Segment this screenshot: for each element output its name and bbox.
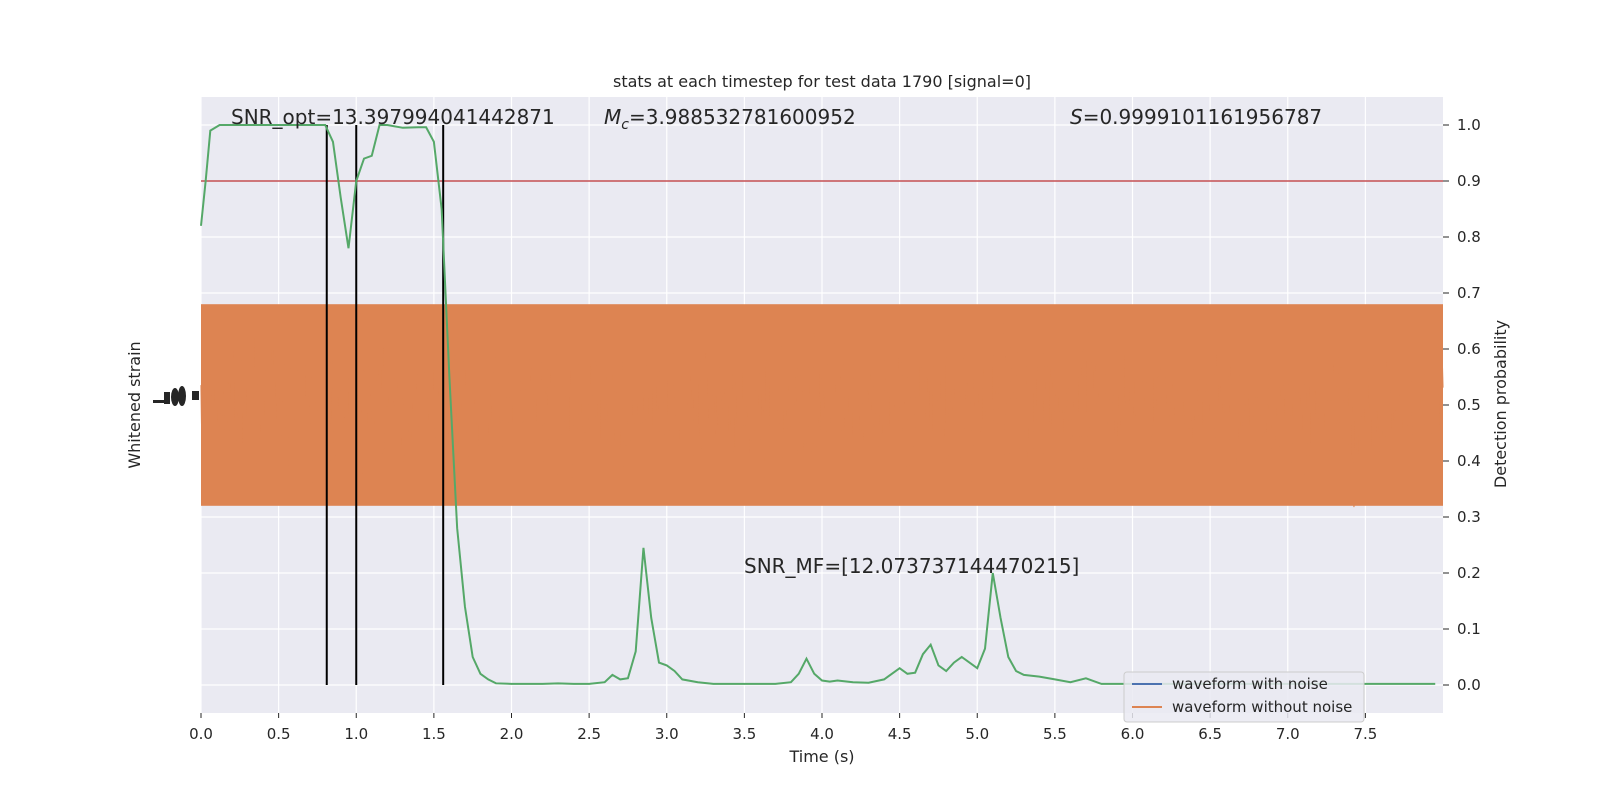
s-value: =0.9999101161956787 — [1083, 105, 1322, 129]
x-tick-label: 1.0 — [344, 725, 368, 743]
left-tick-glyph — [171, 388, 179, 406]
ticks-layer: 0.0 0.5 1.0 1.5 2.0 2.5 3.0 3.5 4.0 4.5 5.0 5.5 6.0 6… — [189, 116, 1481, 743]
x-axis-label: Time (s) — [788, 747, 854, 766]
detection-probability-line — [200, 124, 1436, 685]
x-tick-label: 7.0 — [1276, 725, 1300, 743]
snr-opt-annotation: SNR_opt=13.397994041442871 — [231, 105, 555, 129]
x-tick-label: 4.5 — [888, 725, 912, 743]
x-tick-label: 2.0 — [500, 725, 524, 743]
x-tick-label: 1.5 — [422, 725, 446, 743]
strain-waveform-line — [200, 315, 1444, 508]
y-right-tick-label: 0.8 — [1457, 228, 1481, 246]
legend-box — [1123, 671, 1365, 723]
x-tick-label: 6.5 — [1198, 725, 1222, 743]
probability-series-layer — [200, 124, 1436, 685]
x-tick-label: 3.0 — [655, 725, 679, 743]
y-right-tick-label: 0.1 — [1457, 620, 1481, 638]
x-tick-label: 4.0 — [810, 725, 834, 743]
x-tick-label: 6.0 — [1121, 725, 1145, 743]
x-tick-label: 3.5 — [732, 725, 756, 743]
left-axis-overlapping-ticks — [153, 386, 199, 406]
mc-symbol: M — [604, 105, 621, 129]
x-tick-label: 0.5 — [267, 725, 291, 743]
y-right-tick-label: 1.0 — [1457, 116, 1481, 134]
s-symbol: S — [1070, 105, 1083, 129]
y-axis-label-left: Whitened strain — [125, 341, 144, 468]
y-right-tick-label: 0.0 — [1457, 676, 1481, 694]
y-right-tick-label: 0.4 — [1457, 452, 1481, 470]
s-annotation: S=0.9999101161956787 — [1070, 105, 1322, 129]
legend: waveform with noise waveform without noi… — [1123, 671, 1365, 723]
snr-mf-annotation: SNR_MF=[12.073737144470215] — [744, 554, 1079, 578]
mc-subscript: c — [621, 117, 629, 133]
x-tick-label: 2.5 — [577, 725, 601, 743]
y-right-tick-label: 0.5 — [1457, 396, 1481, 414]
y-right-tick-label: 0.6 — [1457, 340, 1481, 358]
x-tick-label: 5.0 — [965, 725, 989, 743]
x-tick-label: 0.0 — [189, 725, 213, 743]
vertical-lines-layer — [325, 125, 445, 685]
left-tick-mark — [164, 392, 170, 404]
y-right-tick-label: 0.9 — [1457, 172, 1481, 190]
left-tick-glyph — [178, 386, 186, 406]
left-tick-mark — [192, 391, 199, 400]
y-right-tick-label: 0.3 — [1457, 508, 1481, 526]
chart-title: stats at each timestep for test data 179… — [613, 72, 1031, 91]
mc-value: =3.988532781600952 — [629, 105, 856, 129]
y-axis-label-right: Detection probability — [1491, 320, 1510, 488]
chirp-mass-annotation: Mc=3.988532781600952 — [604, 105, 856, 133]
y-right-tick-label: 0.7 — [1457, 284, 1481, 302]
strain-series-layer — [200, 304, 1444, 508]
left-tick-mark — [153, 400, 165, 403]
legend-label-with-noise: waveform with noise — [1172, 675, 1328, 693]
legend-label-without-noise: waveform without noise — [1172, 698, 1352, 716]
x-tick-label: 5.5 — [1043, 725, 1067, 743]
x-tick-label: 7.5 — [1353, 725, 1377, 743]
y-right-tick-label: 0.2 — [1457, 564, 1481, 582]
